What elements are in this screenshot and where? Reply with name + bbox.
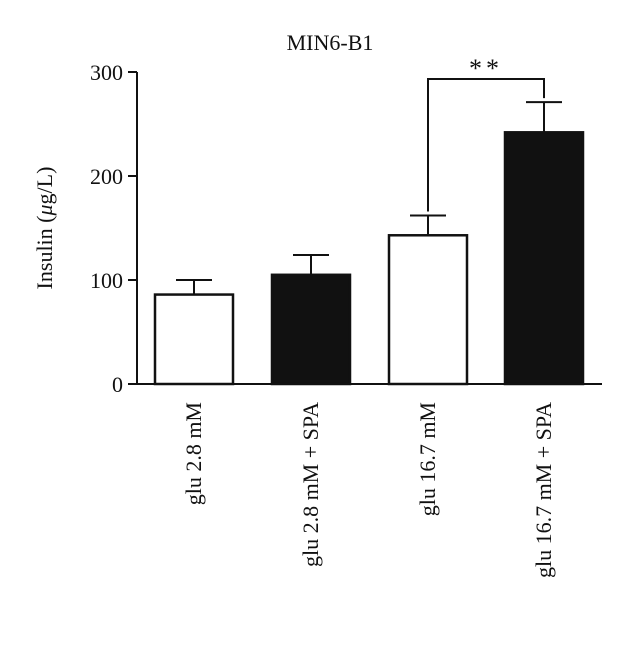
chart-title: MIN6-B1	[287, 30, 374, 55]
y-tick-label: 100	[90, 268, 123, 293]
x-tick-label: glu 2.8 mM + SPA	[298, 402, 323, 567]
y-tick-label: 200	[90, 164, 123, 189]
significance-label: **	[469, 54, 503, 83]
x-tick-label: glu 16.7 mM	[415, 402, 440, 516]
x-tick-label: glu 2.8 mM	[181, 402, 206, 505]
bar-3	[387, 234, 469, 386]
bar-2	[270, 273, 352, 386]
bar-4	[503, 131, 585, 386]
bar-1	[153, 293, 235, 386]
x-tick-label: glu 16.7 mM + SPA	[531, 402, 556, 578]
y-axis-label: Insulin (μg/L)	[32, 167, 57, 290]
y-tick-label: 300	[90, 60, 123, 85]
significance-bracket	[427, 78, 545, 212]
y-tick-label: 0	[112, 372, 123, 397]
